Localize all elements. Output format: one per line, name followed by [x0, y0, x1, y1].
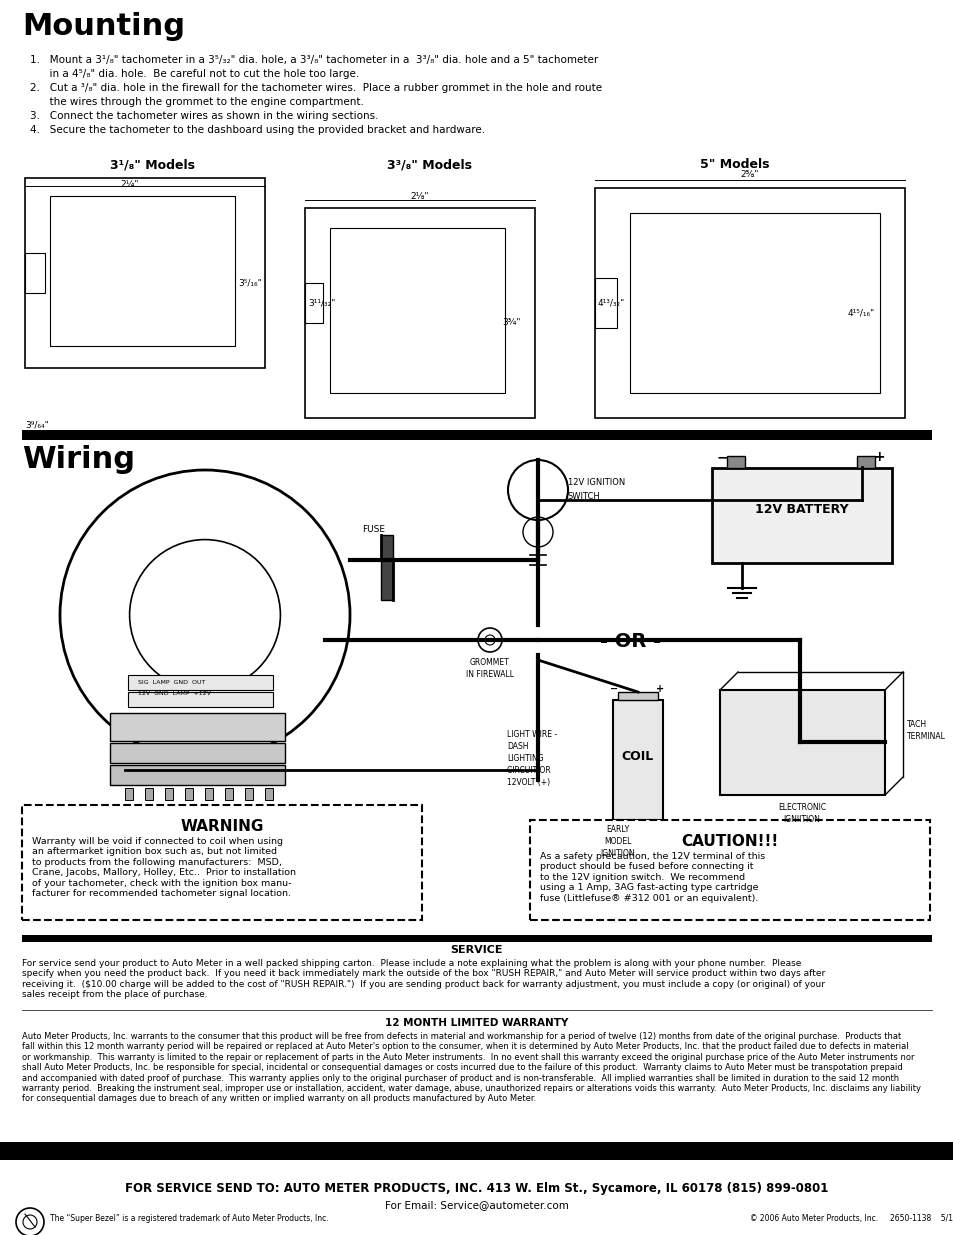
- Bar: [145, 788, 152, 800]
- Text: 3⁹/₆₄": 3⁹/₆₄": [25, 420, 49, 429]
- Text: CIRCUIT OR: CIRCUIT OR: [506, 766, 550, 776]
- Bar: [22, 935, 931, 942]
- Text: −: −: [609, 684, 618, 694]
- Bar: [856, 456, 874, 468]
- Text: DASH: DASH: [506, 742, 528, 751]
- Bar: [25, 178, 265, 368]
- Text: FUSE: FUSE: [361, 525, 385, 534]
- Text: 12V BATTERY: 12V BATTERY: [755, 503, 848, 516]
- Bar: [110, 764, 285, 785]
- Bar: [110, 743, 285, 763]
- Text: 2¼": 2¼": [121, 180, 139, 189]
- Bar: [618, 692, 658, 700]
- Text: As a safety precaution, the 12V terminal of this
product should be fused before : As a safety precaution, the 12V terminal…: [539, 852, 764, 903]
- Text: SWITCH: SWITCH: [567, 492, 600, 501]
- Text: GROMMET: GROMMET: [470, 658, 509, 667]
- Text: IGNITION: IGNITION: [600, 848, 635, 858]
- Text: TACH: TACH: [906, 720, 926, 729]
- Bar: [720, 690, 884, 795]
- Text: 3¹/₈" Models: 3¹/₈" Models: [111, 158, 195, 170]
- Text: 3¹¹/₃₂": 3¹¹/₃₂": [308, 298, 335, 308]
- Bar: [305, 207, 535, 417]
- Text: EARLY: EARLY: [606, 825, 629, 834]
- Text: 4¹⁵/₁₆": 4¹⁵/₁₆": [847, 308, 874, 317]
- Text: IGNIITION: IGNIITION: [782, 815, 820, 824]
- Text: ELECTRONIC: ELECTRONIC: [777, 803, 825, 811]
- Bar: [128, 676, 273, 690]
- Bar: [380, 535, 393, 600]
- Text: MODEL: MODEL: [603, 837, 631, 846]
- Text: SIG  LAMP  GND  OUT: SIG LAMP GND OUT: [138, 680, 205, 685]
- Text: For Email: Service@autometer.com: For Email: Service@autometer.com: [385, 1200, 568, 1210]
- Text: 3.   Connect the tachometer wires as shown in the wiring sections.: 3. Connect the tachometer wires as shown…: [30, 111, 378, 121]
- Text: WARNING: WARNING: [180, 819, 263, 834]
- Text: Auto Meter Products, Inc. warrants to the consumer that this product will be fre: Auto Meter Products, Inc. warrants to th…: [22, 1032, 920, 1103]
- Bar: [205, 788, 213, 800]
- Bar: [22, 430, 931, 440]
- Text: 12 MONTH LIMITED WARRANTY: 12 MONTH LIMITED WARRANTY: [385, 1018, 568, 1028]
- Bar: [25, 253, 45, 293]
- Text: 3³/₈" Models: 3³/₈" Models: [387, 158, 472, 170]
- Bar: [305, 283, 323, 324]
- Text: 4¹³/₃₂": 4¹³/₃₂": [598, 298, 624, 308]
- Text: 12V IGNITION: 12V IGNITION: [567, 478, 624, 487]
- Text: Wiring: Wiring: [22, 445, 135, 474]
- Text: SERVICE: SERVICE: [450, 945, 503, 955]
- Text: For service send your product to Auto Meter in a well packed shipping carton.  P: For service send your product to Auto Me…: [22, 960, 824, 999]
- Bar: [613, 700, 662, 820]
- Text: LIGHTING: LIGHTING: [506, 755, 543, 763]
- Text: in a 4⁵/₈" dia. hole.  Be careful not to cut the hole too large.: in a 4⁵/₈" dia. hole. Be careful not to …: [30, 69, 359, 79]
- Text: 5" Models: 5" Models: [700, 158, 769, 170]
- Text: 2⅝": 2⅝": [740, 170, 759, 179]
- Bar: [265, 788, 273, 800]
- Text: 2⅛": 2⅛": [411, 191, 429, 201]
- Text: CAUTION!!!: CAUTION!!!: [680, 834, 778, 848]
- Text: - OR -: - OR -: [599, 632, 660, 651]
- Bar: [330, 228, 504, 393]
- Bar: [711, 468, 891, 563]
- Text: 3¾": 3¾": [501, 317, 520, 327]
- Text: Warranty will be void if connected to coil when using
an aftermarket ignition bo: Warranty will be void if connected to co…: [32, 837, 295, 898]
- Text: LIGHT WIRE -: LIGHT WIRE -: [506, 730, 557, 739]
- Bar: [225, 788, 233, 800]
- Bar: [185, 788, 193, 800]
- Text: 3⁵/₁₆": 3⁵/₁₆": [237, 278, 261, 287]
- Text: FOR SERVICE SEND TO: AUTO METER PRODUCTS, INC. 413 W. Elm St., Sycamore, IL 6017: FOR SERVICE SEND TO: AUTO METER PRODUCTS…: [125, 1182, 828, 1195]
- Text: 12V  GND  LAMP  +12V: 12V GND LAMP +12V: [138, 692, 211, 697]
- Bar: [50, 196, 234, 346]
- Text: Mounting: Mounting: [22, 12, 185, 41]
- Bar: [595, 188, 904, 417]
- Text: COIL: COIL: [621, 750, 654, 763]
- Text: 1.   Mount a 3¹/₈" tachometer in a 3⁵/₃₂" dia. hole, a 3³/₈" tachometer in a  3³: 1. Mount a 3¹/₈" tachometer in a 3⁵/₃₂" …: [30, 56, 598, 65]
- Text: IN FIREWALL: IN FIREWALL: [465, 671, 514, 679]
- Text: 12VOLT (+): 12VOLT (+): [506, 778, 550, 787]
- Bar: [125, 788, 132, 800]
- Bar: [22, 805, 421, 920]
- Text: 4.   Secure the tachometer to the dashboard using the provided bracket and hardw: 4. Secure the tachometer to the dashboar…: [30, 125, 485, 135]
- Bar: [726, 456, 744, 468]
- Text: −: −: [717, 450, 728, 464]
- Text: © 2006 Auto Meter Products, Inc.     2650-1138    5/10/06: © 2006 Auto Meter Products, Inc. 2650-11…: [749, 1214, 953, 1223]
- Bar: [128, 692, 273, 706]
- Bar: [629, 212, 879, 393]
- Bar: [245, 788, 253, 800]
- Bar: [165, 788, 172, 800]
- Text: 2.   Cut a ³/₈" dia. hole in the firewall for the tachometer wires.  Place a rub: 2. Cut a ³/₈" dia. hole in the firewall …: [30, 83, 601, 93]
- Text: the wires through the grommet to the engine compartment.: the wires through the grommet to the eng…: [30, 98, 363, 107]
- Bar: [0, 1142, 953, 1160]
- Text: The “Super Bezel” is a registered trademark of Auto Meter Products, Inc.: The “Super Bezel” is a registered tradem…: [50, 1214, 328, 1223]
- Bar: [110, 713, 285, 741]
- Bar: [595, 278, 617, 329]
- Text: +: +: [656, 684, 663, 694]
- Bar: [530, 820, 929, 920]
- Text: TERMINAL: TERMINAL: [906, 732, 944, 741]
- Text: +: +: [873, 450, 884, 464]
